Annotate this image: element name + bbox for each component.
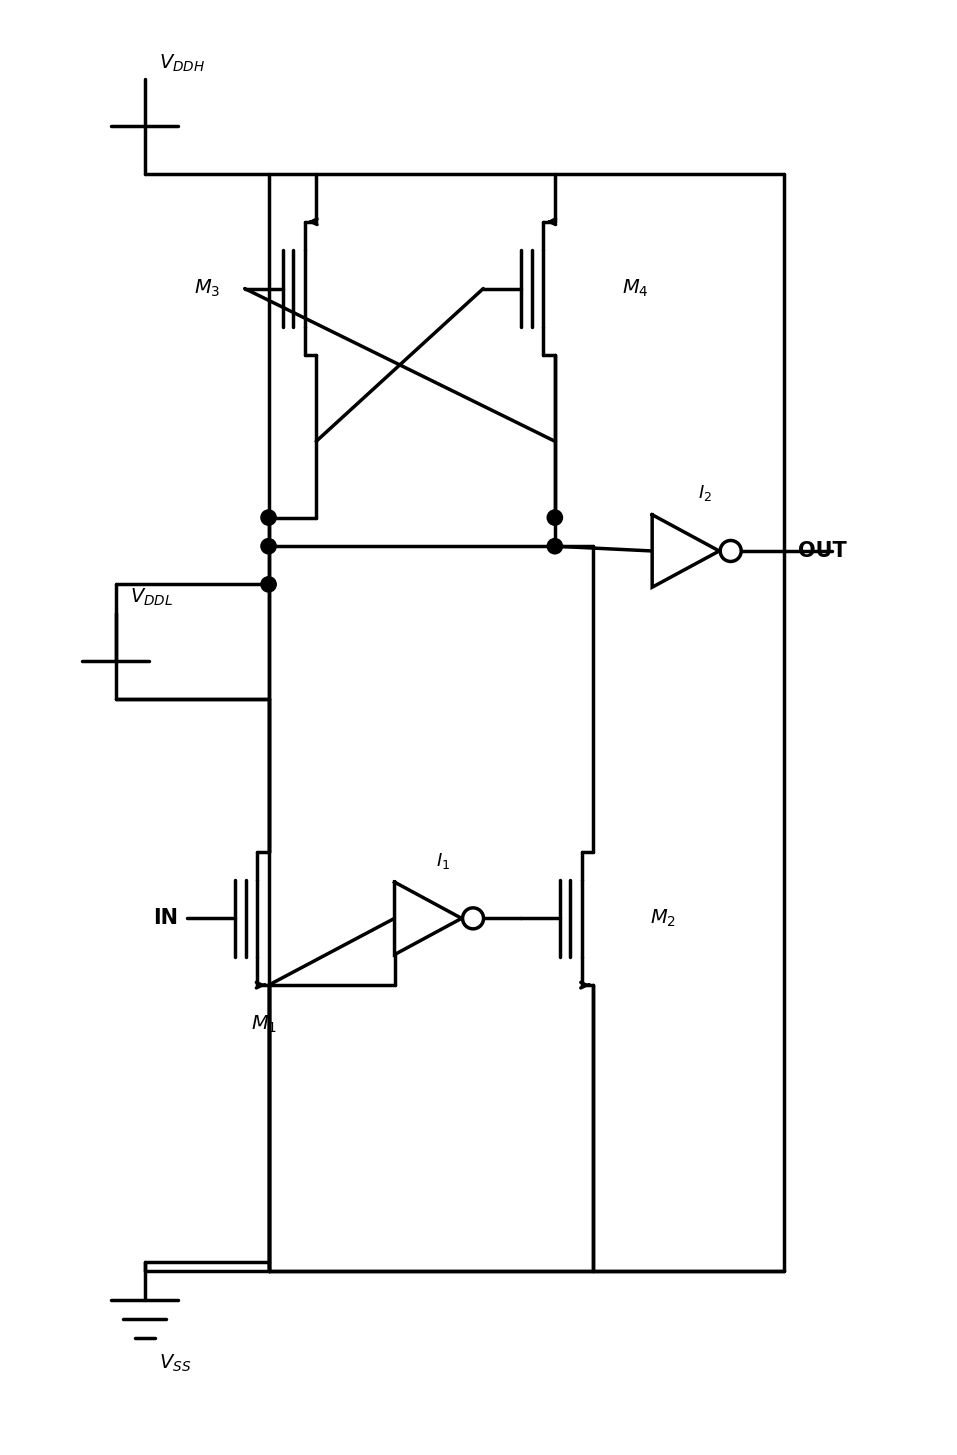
Polygon shape bbox=[394, 882, 461, 954]
Text: $M_4$: $M_4$ bbox=[622, 278, 648, 300]
Text: $M_2$: $M_2$ bbox=[650, 908, 677, 928]
Circle shape bbox=[462, 908, 483, 928]
Circle shape bbox=[721, 540, 742, 562]
Circle shape bbox=[261, 538, 277, 554]
Circle shape bbox=[261, 509, 277, 525]
Text: OUT: OUT bbox=[798, 541, 847, 562]
Circle shape bbox=[261, 576, 277, 592]
Text: $I_1$: $I_1$ bbox=[435, 851, 450, 870]
Circle shape bbox=[547, 509, 563, 525]
Text: $V_{SS}$: $V_{SS}$ bbox=[159, 1353, 191, 1374]
Text: $V_{DDL}$: $V_{DDL}$ bbox=[130, 586, 173, 608]
Circle shape bbox=[547, 538, 563, 554]
Polygon shape bbox=[652, 515, 720, 588]
Text: $M_1$: $M_1$ bbox=[251, 1014, 277, 1035]
Text: $I_2$: $I_2$ bbox=[698, 483, 712, 503]
Text: $M_3$: $M_3$ bbox=[194, 278, 221, 300]
Text: IN: IN bbox=[153, 908, 178, 928]
Text: $V_{DDH}$: $V_{DDH}$ bbox=[159, 52, 205, 74]
